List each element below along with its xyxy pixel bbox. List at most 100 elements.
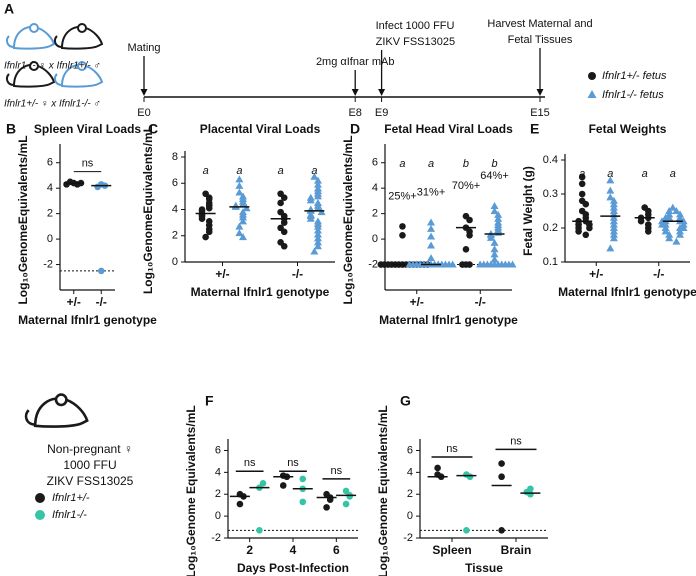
data-point (235, 175, 244, 183)
y-tick-label: 2 (372, 208, 378, 220)
data-point (377, 261, 385, 268)
legend-label: Ifnlr1-/- (52, 509, 87, 521)
cross-label: Ifnlr1+/- ♀ x Ifnlr1-/- ♂ (4, 99, 101, 110)
data-point (277, 199, 284, 207)
data-point (238, 233, 247, 241)
legend-marker (35, 493, 45, 503)
x-tick-label: -/- (96, 295, 107, 309)
y-axis-label: Log₁₀GenomeEquivalents/mL (341, 135, 355, 304)
x-axis-label: Maternal Ifnlr1 genotype (558, 285, 696, 299)
data-point (665, 234, 674, 242)
timeline-day: E9 (375, 107, 388, 119)
y-axis-label: Log₁₀Genome Equivalents/mL (184, 405, 198, 576)
data-point (399, 231, 406, 239)
data-point (490, 207, 499, 215)
x-tick-label: 6 (333, 543, 340, 557)
comparison-label: ns (82, 158, 94, 170)
data-point (342, 500, 350, 508)
data-point (342, 487, 350, 495)
data-point (313, 192, 322, 200)
legend-text: ZIKV FSS13025 (47, 474, 134, 488)
data-point (427, 218, 436, 226)
data-point (498, 460, 505, 467)
data-point (486, 233, 495, 241)
data-point (256, 527, 263, 534)
data-point (490, 255, 499, 263)
data-point (317, 208, 326, 216)
data-point (668, 203, 677, 211)
data-point (658, 220, 667, 228)
x-tick-label: -/- (475, 295, 486, 309)
data-point (466, 231, 473, 239)
timeline-day: E15 (530, 107, 550, 119)
y-tick-label: -2 (403, 532, 413, 544)
x-tick-label: -/- (292, 267, 303, 281)
y-tick-label: 4 (172, 203, 178, 215)
significance-letter: a (203, 165, 209, 177)
y-tick-label: 2 (407, 488, 413, 500)
data-point (427, 232, 436, 240)
data-point (508, 260, 517, 268)
mouse-icons (5, 23, 104, 428)
y-tick-label: 6 (215, 444, 221, 456)
y-tick-label: 0.1 (543, 256, 558, 268)
data-point (313, 230, 322, 238)
data-point (279, 482, 287, 489)
y-axis-label: Log₁₀Genome Equivalents/mL (376, 405, 390, 576)
legend-label: Ifnlr1-/- fetus (602, 89, 664, 101)
chart-title: Placental Viral Loads (200, 122, 321, 136)
data-point (463, 527, 470, 534)
percent-label: 25%+ (388, 190, 416, 202)
data-point (490, 202, 499, 209)
data-point (679, 224, 688, 231)
data-point (672, 237, 681, 245)
comparison-label: ns (446, 443, 458, 455)
legend-marker (35, 510, 45, 520)
y-tick-label: 0.3 (543, 188, 558, 200)
legend-text: Non-pregnant ♀ (47, 442, 133, 456)
timeline-day: E8 (348, 107, 361, 119)
data-point (310, 247, 319, 255)
y-tick-label: 6 (47, 157, 53, 169)
data-point (582, 231, 590, 239)
comparison-label: ns (287, 457, 299, 469)
timeline-event: Fetal Tissues (508, 34, 573, 46)
timeline-event: ZIKV FSS13025 (376, 36, 456, 48)
data-point (606, 186, 615, 194)
chart-title: Spleen Viral Loads (34, 122, 141, 136)
legend-marker (588, 72, 596, 80)
significance-letter: a (236, 165, 242, 177)
y-tick-label: 2 (47, 208, 53, 220)
significance-letter: b (491, 158, 497, 170)
data-point (462, 245, 470, 253)
data-point (63, 181, 70, 188)
data-point (242, 204, 251, 212)
x-axis-label: Tissue (465, 561, 503, 575)
percent-label: 64%+ (480, 170, 508, 182)
y-tick-label: 0 (47, 233, 53, 245)
y-tick-label: 6 (172, 177, 178, 189)
data-point (323, 504, 330, 511)
y-tick-label: -2 (43, 258, 53, 270)
significance-letter: a (642, 168, 648, 180)
data-point (235, 229, 244, 237)
data-point (494, 214, 503, 222)
data-point (346, 493, 353, 500)
data-point (448, 260, 457, 268)
data-point (490, 245, 499, 253)
x-axis-label: Days Post-Infection (237, 561, 349, 575)
x-tick-label: +/- (215, 267, 229, 281)
y-tick-label: 0.4 (543, 154, 558, 166)
significance-letter: a (399, 158, 405, 170)
data-point (498, 527, 505, 534)
data-point (299, 498, 307, 506)
comparison-label: ns (510, 435, 522, 447)
significance-letter: b (463, 158, 469, 170)
data-point (94, 183, 101, 191)
data-point (313, 176, 322, 184)
y-tick-label: 4 (47, 182, 53, 194)
y-tick-label: 0.2 (543, 222, 558, 234)
data-point (236, 500, 244, 508)
data-point (427, 224, 436, 232)
